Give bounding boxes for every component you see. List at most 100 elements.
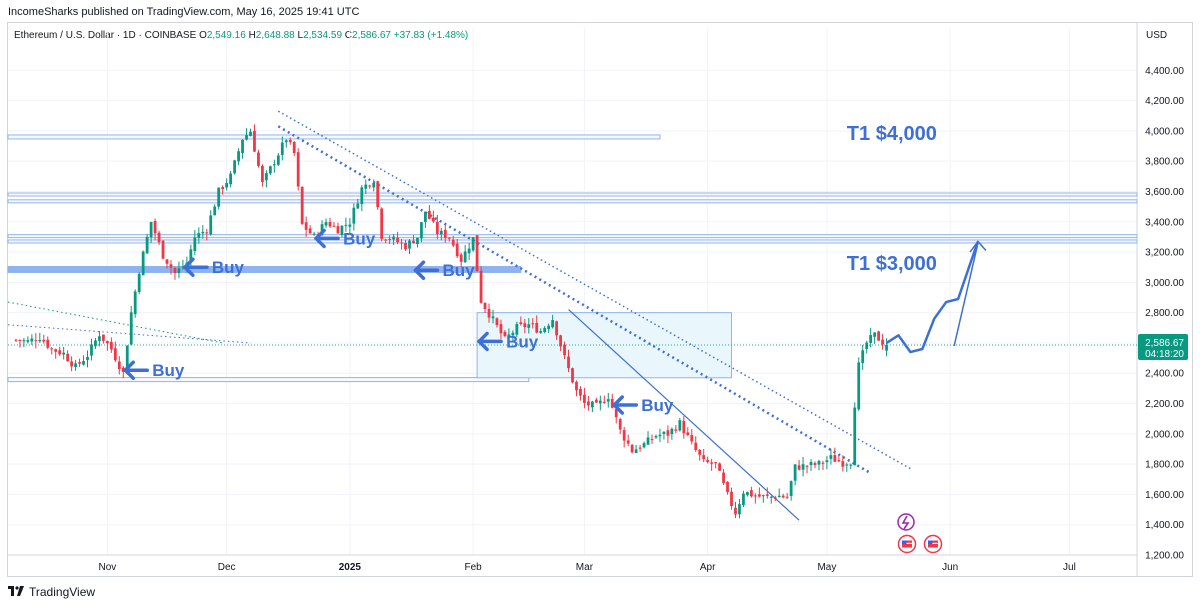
open-label: O	[199, 30, 207, 41]
candle-body	[217, 187, 221, 207]
high-value: 2,648.88	[255, 30, 295, 41]
us-flag-icon	[923, 534, 943, 554]
candle-body	[622, 430, 626, 441]
candle-body	[670, 428, 674, 435]
candle-body	[702, 455, 706, 460]
candle-body	[177, 268, 181, 274]
buy-arrow-icon	[612, 395, 624, 415]
candle-body	[117, 361, 121, 370]
candle-body	[109, 341, 113, 350]
candle-body	[193, 237, 197, 252]
candle-body	[165, 259, 169, 264]
y-tick-label: 4,400.00	[1145, 66, 1184, 77]
candle-body	[722, 472, 725, 483]
y-tick-label: 2,000.00	[1145, 429, 1184, 440]
change-value: +37.83 (+1.48%)	[393, 30, 469, 41]
green-dotted-line	[7, 301, 223, 344]
candle-body	[797, 465, 801, 470]
y-tick-label: 1,200.00	[1145, 551, 1184, 562]
buy-arrow-icon	[314, 228, 326, 249]
candle-body	[205, 232, 209, 234]
candle-body	[153, 221, 157, 234]
candle-body	[865, 342, 869, 350]
candle-body	[590, 401, 594, 408]
candle-body	[706, 459, 710, 463]
candle-body	[873, 332, 877, 337]
candle-body	[642, 443, 646, 448]
candle-body	[288, 139, 292, 143]
buy-label: Buy	[442, 261, 475, 280]
candle-body	[734, 507, 737, 515]
resistance-zone-3300-a	[7, 234, 1138, 239]
resistance-zone-4000	[7, 134, 661, 140]
candle-body	[356, 203, 360, 209]
candle-body	[324, 222, 328, 226]
tradingview-footer: TradingView	[8, 585, 95, 599]
candle-body	[746, 491, 749, 495]
candle-body	[121, 367, 125, 372]
candle-body	[312, 233, 316, 235]
candle-body	[380, 208, 384, 239]
y-tick-label: 2,400.00	[1145, 369, 1184, 380]
dotted-trendline-upper	[277, 110, 911, 470]
candle-body	[26, 340, 30, 342]
candle-body	[173, 268, 177, 274]
candle-body	[265, 173, 268, 181]
candle-body	[352, 207, 356, 224]
candle-body	[654, 435, 658, 438]
candle-body	[149, 221, 153, 238]
candle-body	[773, 497, 777, 499]
candle-body	[710, 462, 714, 464]
candle-body	[340, 225, 344, 236]
candle-body	[475, 235, 479, 272]
y-tick-label: 3,400.00	[1145, 217, 1184, 228]
projection-arrow-head	[969, 240, 987, 253]
low-value: 2,534.59	[303, 30, 343, 41]
candle-body	[686, 432, 690, 436]
candle-body	[237, 151, 240, 162]
buy-label: Buy	[343, 229, 376, 248]
candle-body	[141, 251, 145, 276]
candle-body	[523, 323, 527, 328]
lightning-glyph	[901, 515, 910, 530]
candle-body	[698, 449, 702, 455]
candle-body	[408, 240, 411, 249]
candle-body	[503, 331, 507, 337]
candle-body	[666, 430, 670, 436]
resistance-zone-3550-a	[7, 192, 1138, 197]
y-tick-label: 3,000.00	[1145, 278, 1184, 289]
candle-body	[833, 455, 837, 462]
candle-body	[412, 240, 415, 244]
candle-body	[869, 335, 873, 343]
buy-arrow-icon	[183, 257, 195, 277]
x-tick-label: Nov	[98, 562, 116, 573]
currency-label[interactable]: USD	[1146, 30, 1168, 41]
dotted-trendline-thick	[277, 125, 872, 475]
candle-body	[777, 495, 781, 498]
candle-body	[690, 435, 694, 442]
candle-body	[137, 273, 141, 293]
candle-body	[491, 316, 495, 319]
candle-body	[519, 322, 523, 325]
x-tick-label: Feb	[464, 562, 482, 573]
candle-body	[738, 504, 741, 515]
candle-body	[694, 442, 698, 450]
projection-path	[885, 241, 980, 354]
candle-body	[551, 320, 555, 328]
candle-body	[809, 462, 813, 465]
target-label: T1 $3,000	[847, 253, 937, 275]
candle-body	[54, 349, 58, 352]
x-tick-label: May	[817, 562, 836, 573]
candle-body	[292, 141, 296, 154]
candle-body	[98, 336, 101, 341]
candle-body	[70, 361, 73, 367]
candle-body	[575, 381, 578, 391]
candle-body	[336, 226, 340, 234]
candle-body	[801, 464, 805, 470]
candle-body	[161, 240, 165, 259]
y-tick-label: 2,800.00	[1145, 308, 1184, 319]
candles	[14, 124, 888, 519]
candle-body	[451, 239, 455, 246]
candle-body	[14, 339, 18, 341]
